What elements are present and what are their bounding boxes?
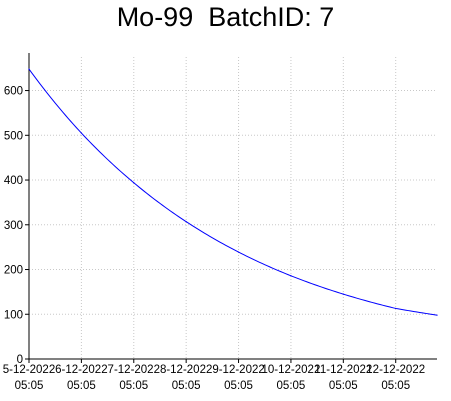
data-point (133, 182, 135, 184)
x-tick-label-time: 05:05 (172, 380, 201, 392)
data-point (237, 251, 240, 253)
data-point (436, 314, 438, 316)
chart-title: Mo-99 BatchID: 7 (116, 2, 335, 32)
y-tick-label: 300 (4, 220, 23, 232)
x-tick-label-date: 8-12-2022 (160, 364, 212, 376)
axes (28, 53, 437, 360)
x-tick-label-time: 05:05 (67, 380, 96, 392)
series-layer (28, 68, 438, 316)
y-tick-label: 500 (4, 130, 23, 142)
x-tick-label-date: 10-12-2022 (262, 364, 321, 376)
data-point (28, 68, 30, 70)
y-tick-label: 600 (4, 86, 23, 98)
x-tick-label-time: 05:05 (329, 380, 358, 392)
x-tick-label-date: 5-12-2022 (3, 364, 55, 376)
y-tick-label: 200 (4, 265, 23, 277)
x-tick-label-date: 11-12-2022 (314, 364, 372, 376)
x-tick-label-date: 12-12-2022 (366, 364, 425, 376)
x-tick-label-time: 05:05 (119, 380, 148, 392)
y-tick-label: 400 (4, 175, 23, 187)
data-point (342, 293, 344, 295)
x-tick-label-date: 7-12-2022 (108, 364, 160, 376)
x-tick-label-time: 05:05 (381, 380, 410, 392)
x-tick-label-time: 05:05 (277, 380, 306, 392)
data-point (395, 307, 397, 310)
y-tick-label: 100 (4, 309, 23, 321)
series-line (28, 68, 438, 316)
y-axis-ticks: 0 100 200 300 400 500 600 (4, 86, 29, 366)
y-tick-label: 0 (17, 354, 23, 366)
x-tick-label-date: 9-12-2022 (212, 364, 264, 376)
x-axis-ticks: 5-12-2022 05:05 6-12-2022 05:05 7-12-2022 05:… (3, 359, 425, 392)
data-point (185, 221, 187, 223)
data-point (290, 275, 292, 277)
x-tick-label-time: 05:05 (224, 380, 253, 392)
x-tick-label-date: 6-12-2022 (55, 364, 107, 376)
data-point (80, 132, 82, 134)
grid-lines (29, 57, 437, 359)
x-tick-label-time: 05:05 (15, 380, 44, 392)
